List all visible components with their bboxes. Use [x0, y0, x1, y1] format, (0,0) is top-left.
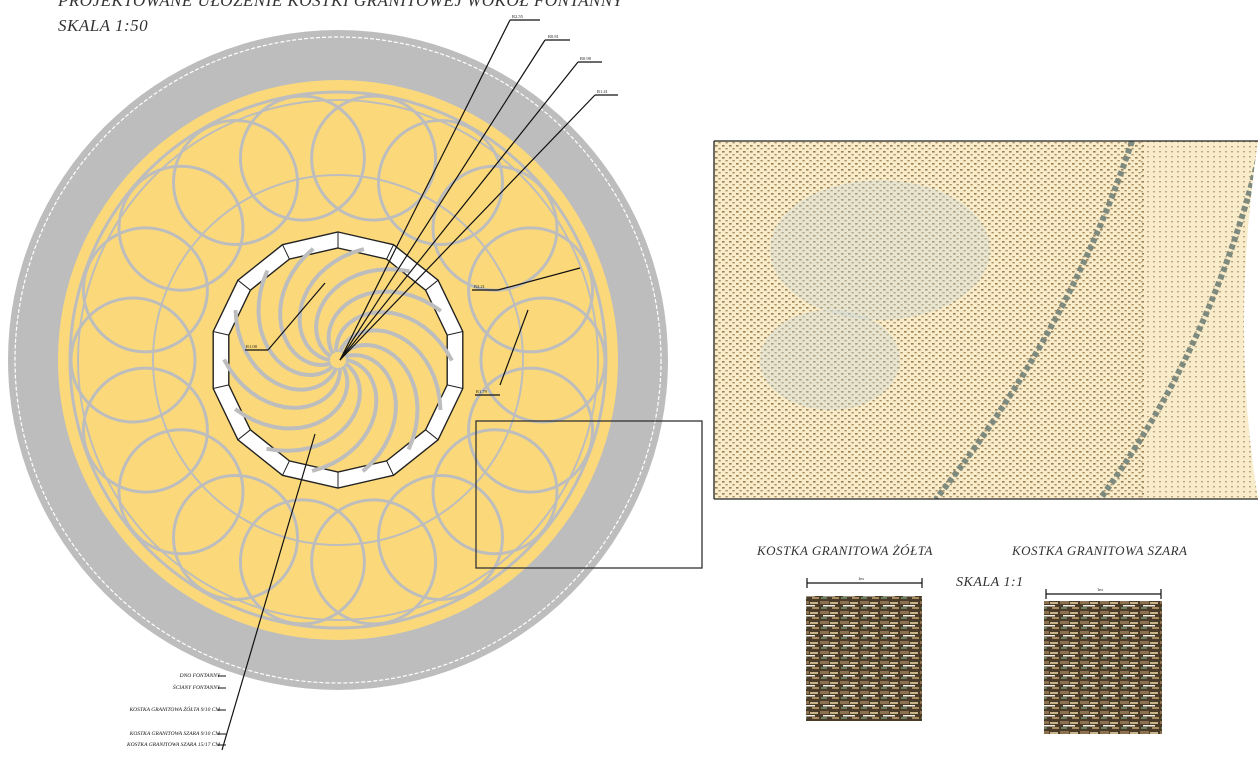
swatch-scale: SKALA 1:1 — [956, 575, 1024, 590]
swatch-yellow-granite — [806, 596, 922, 721]
swatch-gray-dim: 1m — [1097, 587, 1103, 592]
scallop-arcs — [69, 94, 607, 626]
dim-r098: R0.98 — [580, 56, 592, 61]
dim-r255: R2.55 — [512, 14, 524, 19]
drawing-title: PROJEKTOWANE UŁOŻENIE KOSTKI GRANITOWEJ … — [58, 0, 623, 10]
swatch-gray-label: KOSTKA GRANITOWA SZARA — [1012, 543, 1188, 558]
swatch-yellow-dim: 1m — [858, 576, 864, 581]
legend-item: DNO FONTANNY — [179, 673, 220, 679]
legend-item: KOSTKA GRANITOWA ŻÓŁTA 9/10 CM — [129, 707, 221, 713]
swatch-gray-granite — [1044, 601, 1162, 734]
dim-r141: R1.41 — [597, 89, 608, 94]
dim-r221: R2.21 — [474, 284, 485, 289]
swatch-yellow-label: KOSTKA GRANITOWA ŻÓŁTA — [757, 543, 934, 558]
drawing-scale: SKALA 1:50 — [58, 16, 149, 35]
dim-r108: R1.08 — [246, 344, 258, 349]
legend-item: ŚCIANY FONTANNY — [172, 685, 220, 691]
dim-r179: R1.79 — [476, 389, 488, 394]
paving-detail-view — [714, 141, 1258, 499]
detail-callout-box — [475, 420, 703, 569]
legend-item: KOSTKA GRANITOWA SZARA 9/10 CM — [129, 731, 220, 737]
legend-item: KOSTKA GRANITOWA SZARA 15/17 CM — [126, 742, 220, 748]
dim-r081: R0.81 — [548, 34, 559, 39]
